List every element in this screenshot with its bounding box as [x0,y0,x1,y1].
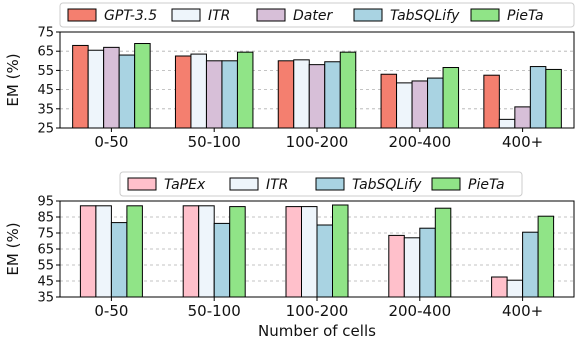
y-tick-label: 85 [37,211,54,226]
y-axis-label: EM (%) [4,222,22,275]
x-tick-label: 200-400 [388,133,451,151]
bar-tapex [182,205,200,298]
x-tick-label: 200-400 [388,302,451,320]
legend-label: TaPEx [164,177,206,193]
legend: GPT-3.5 ITR Dater TabSQLify PieTa [59,2,575,28]
bar-pieta [434,207,452,298]
legend-swatch [67,8,97,22]
y-tick-label: 45 [37,83,54,98]
legend-label: ITR [208,8,230,24]
bar-pieta [236,51,254,129]
legend-swatch [127,177,157,191]
bar-itr [87,49,105,129]
bar-tapex [285,206,302,298]
legend-label: PieTa [468,177,505,193]
y-tick-label: 95 [37,195,54,210]
legend-swatch [256,8,286,22]
legend-swatch [431,177,461,191]
legend-label: Dater [293,8,333,24]
bar-itr [506,279,524,298]
legend-label: TabSQLify [390,8,460,24]
bar-gpt-3-5 [380,73,398,129]
bar-pieta [126,205,143,298]
y-tick-label: 35 [37,102,54,117]
bar-pieta [229,206,246,298]
legend-swatch [315,177,345,191]
plot-frame [59,200,575,298]
bar-gpt-3-5 [277,60,295,129]
bar-gpt-3-5 [72,44,89,129]
legend-label: TabSQLify [352,177,422,193]
x-tick-label: 0-50 [94,133,128,151]
legend-label: GPT-3.5 [104,8,157,24]
bar-itr [403,237,421,298]
x-tick-label: 50-100 [188,133,241,151]
bar-pieta [134,43,151,129]
legend-swatch [470,8,500,22]
bar-itr [396,82,413,129]
bar-gpt-3-5 [483,74,500,129]
bar-pieta [339,51,357,129]
bar-tabsqlify [221,60,238,129]
bar-tabsqlify [324,61,341,129]
bar-tapex [388,234,405,298]
x-tick-label: 50-100 [188,302,241,320]
y-tick-label: 75 [37,227,54,242]
bar-tabsqlify [118,54,136,129]
bar-dater [103,46,120,129]
bar-tabsqlify [110,222,128,298]
bar-tabsqlify [213,222,231,298]
x-tick-label: 0-50 [94,302,128,320]
bar-tabsqlify [316,224,333,298]
legend-swatch [353,8,383,22]
bar-dater [205,60,223,129]
bar-dater [514,106,531,129]
bar-tabsqlify [529,66,547,129]
bar-pieta [537,215,555,298]
y-axis-label: EM (%) [4,53,22,106]
y-tick-label: 25 [37,122,54,137]
bar-itr [293,59,310,129]
x-tick-label: 100-200 [286,133,349,151]
plot-frame [59,31,575,129]
legend: TaPEx ITR TabSQLify PieTa [119,171,523,197]
x-axis-label: Number of cells [258,322,376,340]
bar-itr [198,205,215,298]
bar-tabsqlify [419,227,436,298]
bar-tabsqlify [522,231,539,298]
x-tick-label: 400+ [502,302,543,320]
legend-swatch [229,177,259,191]
bar-pieta [442,67,460,129]
y-tick-label: 55 [37,259,54,274]
bar-pieta [332,204,349,298]
legend-label: PieTa [507,8,544,24]
y-tick-label: 55 [37,64,54,79]
y-tick-label: 35 [37,291,54,306]
x-tick-label: 100-200 [286,302,349,320]
bar-itr [190,53,207,129]
bar-dater [411,80,429,129]
x-tick-label: 400+ [502,133,543,151]
y-tick-label: 65 [37,243,54,258]
y-tick-label: 45 [37,275,54,290]
bar-dater [308,64,326,129]
y-tick-label: 75 [37,26,54,41]
bar-itr [95,205,112,298]
bar-pieta [545,68,562,129]
bar-gpt-3-5 [174,55,192,129]
bar-itr [498,118,516,129]
bar-itr [301,206,318,298]
bar-tabsqlify [427,77,444,129]
legend-label: ITR [266,177,288,193]
legend-swatch [171,8,201,22]
bar-tapex [79,205,97,298]
chart-1: 25 35 45 55 65 75 0-50 50-100 100-200 200-400 400+… [4,2,575,151]
bar-tapex [491,276,508,298]
y-tick-label: 65 [37,45,54,60]
